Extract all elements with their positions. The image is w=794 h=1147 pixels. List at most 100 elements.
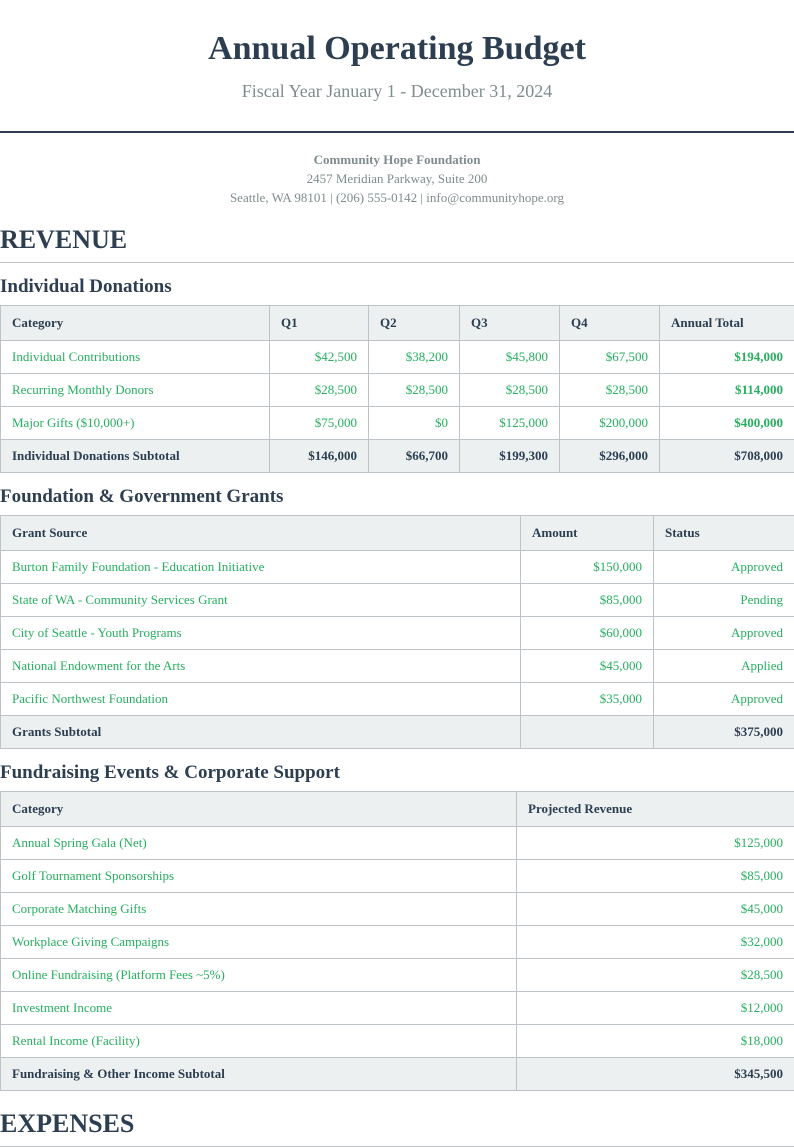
revenue-cell: $45,000: [517, 893, 794, 926]
category-cell: Annual Spring Gala (Net): [1, 827, 517, 860]
header-divider: [0, 131, 794, 133]
category-cell: Investment Income: [1, 992, 517, 1025]
q3-cell: $125,000: [460, 407, 560, 440]
q4-cell: $67,500: [560, 341, 660, 374]
annual-total-cell: $114,000: [660, 374, 794, 407]
table-row: Rental Income (Facility) $18,000: [1, 1025, 794, 1058]
subtotal-amount: [521, 716, 654, 749]
annual-total-cell: $194,000: [660, 341, 794, 374]
grants-heading: Foundation & Government Grants: [0, 485, 794, 509]
annual-total-cell: $400,000: [660, 407, 794, 440]
individual-donations-heading: Individual Donations: [0, 275, 794, 299]
amount-cell: $85,000: [521, 584, 654, 617]
category-cell: Golf Tournament Sponsorships: [1, 860, 517, 893]
subtotal-row: Grants Subtotal $375,000: [1, 716, 794, 749]
table-row: State of WA - Community Services Grant $…: [1, 584, 794, 617]
category-cell: Workplace Giving Campaigns: [1, 926, 517, 959]
revenue-cell: $28,500: [517, 959, 794, 992]
q3-cell: $28,500: [460, 374, 560, 407]
individual-donations-table: Category Q1 Q2 Q3 Q4 Annual Total Indivi…: [0, 305, 794, 473]
table-row: Major Gifts ($10,000+) $75,000 $0 $125,0…: [1, 407, 794, 440]
grant-source-cell: Burton Family Foundation - Education Ini…: [1, 551, 521, 584]
status-cell: Approved: [654, 551, 794, 584]
grants-table: Grant Source Amount Status Burton Family…: [0, 515, 794, 749]
revenue-heading: REVENUE: [0, 224, 794, 263]
status-cell: Applied: [654, 650, 794, 683]
grant-source-cell: City of Seattle - Youth Programs: [1, 617, 521, 650]
table-header-row: Grant Source Amount Status: [1, 516, 794, 551]
organization-address: 2457 Meridian Parkway, Suite 200: [0, 169, 794, 188]
q1-cell: $28,500: [270, 374, 369, 407]
revenue-cell: $18,000: [517, 1025, 794, 1058]
table-row: Annual Spring Gala (Net) $125,000: [1, 827, 794, 860]
column-header-status: Status: [654, 516, 794, 551]
q1-cell: $75,000: [270, 407, 369, 440]
amount-cell: $45,000: [521, 650, 654, 683]
table-row: Burton Family Foundation - Education Ini…: [1, 551, 794, 584]
organization-info: Community Hope Foundation 2457 Meridian …: [0, 150, 794, 207]
q2-cell: $0: [369, 407, 460, 440]
table-row: Pacific Northwest Foundation $35,000 App…: [1, 683, 794, 716]
category-cell: Online Fundraising (Platform Fees ~5%): [1, 959, 517, 992]
grant-source-cell: Pacific Northwest Foundation: [1, 683, 521, 716]
table-row: Individual Contributions $42,500 $38,200…: [1, 341, 794, 374]
q2-cell: $28,500: [369, 374, 460, 407]
category-cell: Major Gifts ($10,000+): [1, 407, 270, 440]
q1-cell: $42,500: [270, 341, 369, 374]
category-cell: Rental Income (Facility): [1, 1025, 517, 1058]
table-row: Golf Tournament Sponsorships $85,000: [1, 860, 794, 893]
revenue-cell: $12,000: [517, 992, 794, 1025]
column-header-amount: Amount: [521, 516, 654, 551]
organization-name: Community Hope Foundation: [0, 150, 794, 169]
table-row: Corporate Matching Gifts $45,000: [1, 893, 794, 926]
amount-cell: $35,000: [521, 683, 654, 716]
revenue-cell: $125,000: [517, 827, 794, 860]
subtotal-q3: $199,300: [460, 440, 560, 473]
table-row: Investment Income $12,000: [1, 992, 794, 1025]
subtotal-row: Fundraising & Other Income Subtotal $345…: [1, 1058, 794, 1091]
q4-cell: $28,500: [560, 374, 660, 407]
column-header-category: Category: [1, 792, 517, 827]
q4-cell: $200,000: [560, 407, 660, 440]
table-row: Online Fundraising (Platform Fees ~5%) $…: [1, 959, 794, 992]
category-cell: Individual Contributions: [1, 341, 270, 374]
fundraising-table: Category Projected Revenue Annual Spring…: [0, 791, 794, 1091]
document-header: Annual Operating Budget Fiscal Year Janu…: [0, 0, 794, 102]
table-row: National Endowment for the Arts $45,000 …: [1, 650, 794, 683]
column-header-category: Category: [1, 306, 270, 341]
status-cell: Pending: [654, 584, 794, 617]
subtotal-row: Individual Donations Subtotal $146,000 $…: [1, 440, 794, 473]
category-cell: Corporate Matching Gifts: [1, 893, 517, 926]
subtotal-q2: $66,700: [369, 440, 460, 473]
column-header-q3: Q3: [460, 306, 560, 341]
column-header-grant-source: Grant Source: [1, 516, 521, 551]
revenue-cell: $32,000: [517, 926, 794, 959]
expenses-heading: EXPENSES: [0, 1108, 794, 1147]
column-header-projected-revenue: Projected Revenue: [517, 792, 794, 827]
category-cell: Recurring Monthly Donors: [1, 374, 270, 407]
subtotal-total: $708,000: [660, 440, 794, 473]
subtotal-total: $375,000: [654, 716, 794, 749]
status-cell: Approved: [654, 617, 794, 650]
subtotal-label: Fundraising & Other Income Subtotal: [1, 1058, 517, 1091]
amount-cell: $60,000: [521, 617, 654, 650]
subtotal-label: Grants Subtotal: [1, 716, 521, 749]
grant-source-cell: National Endowment for the Arts: [1, 650, 521, 683]
subtotal-label: Individual Donations Subtotal: [1, 440, 270, 473]
subtotal-total: $345,500: [517, 1058, 794, 1091]
column-header-q4: Q4: [560, 306, 660, 341]
revenue-cell: $85,000: [517, 860, 794, 893]
document-title: Annual Operating Budget: [0, 28, 794, 70]
subtotal-q1: $146,000: [270, 440, 369, 473]
column-header-annual-total: Annual Total: [660, 306, 794, 341]
grant-source-cell: State of WA - Community Services Grant: [1, 584, 521, 617]
status-cell: Approved: [654, 683, 794, 716]
amount-cell: $150,000: [521, 551, 654, 584]
subtotal-q4: $296,000: [560, 440, 660, 473]
fundraising-heading: Fundraising Events & Corporate Support: [0, 761, 794, 785]
q2-cell: $38,200: [369, 341, 460, 374]
organization-contact: Seattle, WA 98101 | (206) 555-0142 | inf…: [0, 188, 794, 207]
table-header-row: Category Q1 Q2 Q3 Q4 Annual Total: [1, 306, 794, 341]
column-header-q2: Q2: [369, 306, 460, 341]
table-row: Workplace Giving Campaigns $32,000: [1, 926, 794, 959]
